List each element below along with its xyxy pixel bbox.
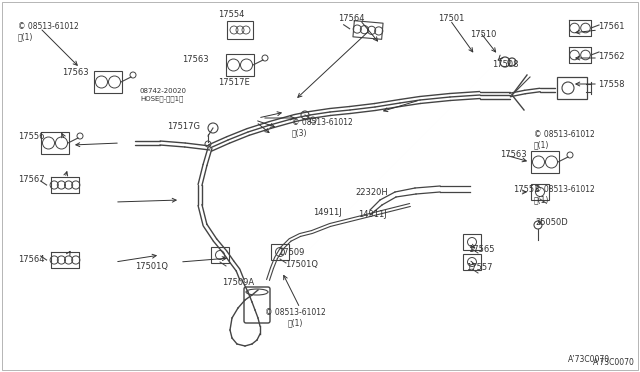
Text: 17553: 17553 [513,185,540,194]
Text: 17564: 17564 [18,255,45,264]
Text: 25050D: 25050D [535,218,568,227]
Text: 17501: 17501 [438,14,465,23]
Text: 17501Q: 17501Q [135,262,168,271]
Text: 17563: 17563 [182,55,209,64]
Text: 17510: 17510 [470,30,497,39]
Text: 17557: 17557 [466,263,493,272]
Text: 17565: 17565 [468,245,495,254]
Text: 17517E: 17517E [218,78,250,87]
Text: © 08513-61012
　(1): © 08513-61012 (1) [534,185,595,204]
Text: 17563: 17563 [500,150,527,159]
Text: 08742-20020
HOSEホ-ス（1）: 08742-20020 HOSEホ-ス（1） [140,88,187,102]
Text: 17554: 17554 [218,10,244,19]
Text: 17567: 17567 [18,175,45,184]
Text: A’73C0070: A’73C0070 [568,355,610,364]
Text: 17509: 17509 [278,248,305,257]
Text: 17517G: 17517G [167,122,200,131]
Text: 17563: 17563 [62,68,88,77]
Text: © 08513-61012
　(1): © 08513-61012 (1) [534,130,595,150]
Text: © 08513-61012
　(1): © 08513-61012 (1) [264,308,325,327]
Text: 17562: 17562 [598,52,625,61]
Text: 17556: 17556 [18,132,45,141]
Text: 14911J: 14911J [313,208,342,217]
Text: 17508: 17508 [492,60,518,69]
Text: 14911J: 14911J [358,210,387,219]
Text: A'73C0070: A'73C0070 [593,358,635,367]
Text: © 08513-61012
　(1): © 08513-61012 (1) [18,22,79,41]
Text: 17558: 17558 [598,80,625,89]
Text: © 08513-61012
　(3): © 08513-61012 (3) [292,118,353,137]
Text: 17561: 17561 [598,22,625,31]
Text: 17564: 17564 [338,14,365,23]
Text: 17509A: 17509A [222,278,254,287]
Text: 22320H: 22320H [355,188,388,197]
Text: 17501Q: 17501Q [285,260,318,269]
